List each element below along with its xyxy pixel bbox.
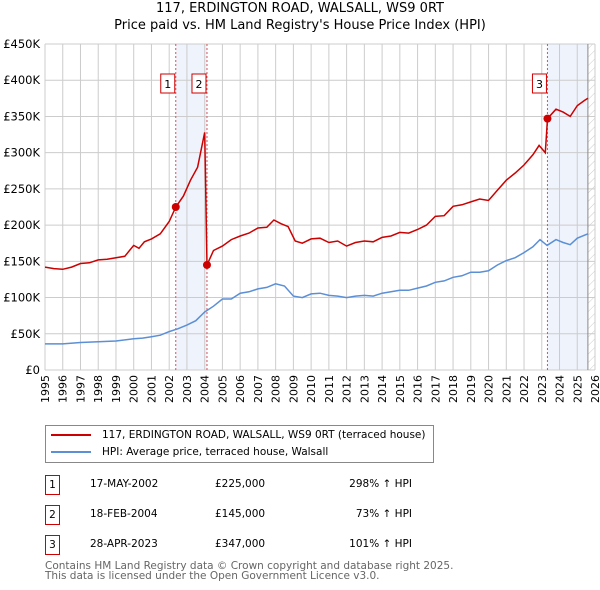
x-tick-label: 2007 (252, 375, 265, 403)
legend-swatch-red (51, 434, 91, 436)
y-tick-label: £200K (3, 218, 40, 232)
y-tick-label: £450K (3, 37, 40, 51)
footer: Contains HM Land Registry data © Crown c… (45, 560, 454, 582)
y-tick-label: £400K (3, 73, 40, 87)
y-tick-label: £250K (3, 182, 40, 196)
y-tick-label: £350K (3, 109, 40, 123)
sale-label: 1 (164, 78, 171, 91)
x-tick-label: 2018 (447, 375, 460, 403)
sale-label-box (191, 73, 207, 94)
x-tick-label: 2023 (536, 375, 549, 403)
x-tick-label: 2026 (589, 375, 600, 403)
transaction-number: 3 (45, 535, 60, 555)
x-tick-label: 1999 (110, 375, 123, 403)
x-tick-label: 2020 (483, 375, 496, 403)
x-tick-label: 2016 (412, 375, 425, 403)
x-tick-label: 2009 (287, 375, 300, 403)
transaction-number: 1 (45, 475, 60, 495)
x-tick-label: 2019 (465, 375, 478, 403)
legend-label: 117, ERDINGTON ROAD, WALSALL, WS9 0RT (t… (102, 429, 426, 441)
chart-title: 117, ERDINGTON ROAD, WALSALL, WS9 0RT (156, 1, 444, 16)
x-tick-label: 2011 (323, 375, 336, 403)
x-tick-label: 2003 (181, 375, 194, 403)
sale-label: 2 (195, 78, 202, 91)
x-tick-label: 1995 (39, 375, 52, 403)
y-tick-label: £50K (11, 327, 41, 341)
x-tick-label: 2024 (554, 375, 567, 403)
transaction-price: £145,000 (215, 508, 266, 520)
transaction-hpi: 101% ↑ HPI (349, 538, 412, 550)
footer-copyright: Contains HM Land Registry data © Crown c… (45, 560, 454, 572)
sale-label-box (531, 73, 547, 94)
legend-item-property: 117, ERDINGTON ROAD, WALSALL, WS9 0RT (t… (51, 429, 425, 441)
legend: 117, ERDINGTON ROAD, WALSALL, WS9 0RT (t… (45, 425, 434, 463)
forecast-hatch (587, 44, 595, 370)
y-tick-label: £150K (3, 254, 40, 268)
transaction-row: 2 18-FEB-2004 £145,000 73% ↑ HPI (45, 505, 465, 525)
x-tick-label: 1996 (57, 375, 70, 403)
x-tick-label: 2017 (429, 375, 442, 403)
x-tick-label: 2006 (234, 375, 247, 403)
transaction-date: 18-FEB-2004 (90, 508, 158, 520)
x-tick-label: 2010 (305, 375, 318, 403)
x-tick-label: 2015 (394, 375, 407, 403)
x-tick-label: 2025 (571, 375, 584, 403)
x-tick-label: 2013 (358, 375, 371, 403)
x-tick-label: 2021 (500, 375, 513, 403)
transaction-price: £225,000 (215, 478, 266, 490)
y-tick-label: £100K (3, 291, 40, 305)
legend-swatch-blue (51, 451, 91, 453)
x-tick-label: 2014 (376, 375, 389, 403)
y-tick-label: £0 (25, 363, 40, 377)
sale-point (202, 260, 211, 269)
property-series-line (44, 97, 589, 271)
transaction-date: 28-APR-2023 (90, 538, 158, 550)
x-tick-label: 2004 (199, 375, 212, 403)
y-tick-label: £300K (3, 146, 40, 160)
x-tick-label: 2005 (216, 375, 229, 403)
transaction-price: £347,000 (215, 538, 266, 550)
x-tick-label: 2008 (270, 375, 283, 403)
x-tick-label: 1998 (92, 375, 105, 403)
transaction-hpi: 298% ↑ HPI (349, 478, 412, 490)
price-chart: 1995 1996 1997 1998 1999 2000 2001 2002 2003 2004… (3, 37, 600, 403)
transaction-number: 2 (45, 505, 60, 525)
transaction-date: 17-MAY-2002 (90, 478, 159, 490)
chart-subtitle: Price paid vs. HM Land Registry's House … (114, 18, 486, 33)
legend-label: HPI: Average price, terraced house, Wals… (102, 446, 329, 458)
x-tick-label: 2001 (145, 375, 158, 403)
transaction-hpi: 73% ↑ HPI (355, 508, 412, 520)
x-tick-label: 2022 (518, 375, 531, 403)
transaction-row: 3 28-APR-2023 £347,000 101% ↑ HPI (45, 535, 465, 555)
x-tick-label: 2000 (128, 375, 141, 403)
transaction-row: 1 17-MAY-2002 £225,000 298% ↑ HPI (45, 475, 465, 495)
footer-licence: This data is licensed under the Open Gov… (45, 570, 380, 582)
legend-item-hpi: HPI: Average price, terraced house, Wals… (51, 446, 328, 458)
sale-point (171, 203, 180, 211)
sale-point (543, 114, 552, 123)
shaded-range (547, 44, 588, 370)
x-tick-label: 2012 (341, 375, 354, 403)
hpi-series-line (45, 233, 589, 345)
sale-label-box (160, 73, 176, 94)
x-tick-label: 2002 (163, 375, 176, 403)
x-tick-label: 1997 (74, 375, 87, 403)
sale-label: 3 (536, 78, 543, 91)
